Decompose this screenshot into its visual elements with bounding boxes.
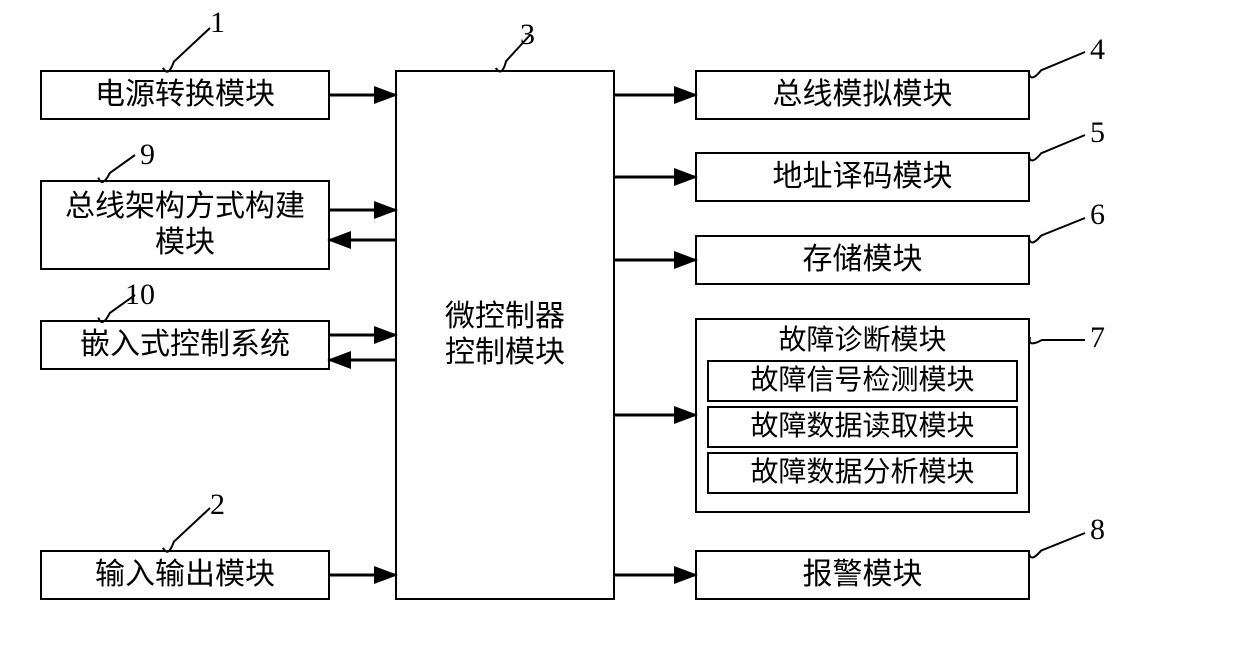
box-alarm: 报警模块 <box>695 550 1030 600</box>
box-bus-simulation-label: 总线模拟模块 <box>773 77 953 113</box>
label-10: 10 <box>125 278 155 312</box>
box-address-decode-label: 地址译码模块 <box>773 159 953 195</box>
label-9: 9 <box>140 138 155 172</box>
box-fault-diagnosis-title: 故障诊断模块 <box>778 324 946 358</box>
box-storage-label: 存储模块 <box>803 242 923 278</box>
label-4: 4 <box>1090 33 1105 67</box>
box-embedded-control-label: 嵌入式控制系统 <box>80 327 290 363</box>
box-fault-diagnosis: 故障诊断模块 故障信号检测模块 故障数据读取模块 故障数据分析模块 <box>695 318 1030 513</box>
box-power-conversion: 电源转换模块 <box>40 70 330 120</box>
label-3: 3 <box>520 18 535 52</box>
box-fault-data-read: 故障数据读取模块 <box>707 406 1018 448</box>
label-5: 5 <box>1090 116 1105 150</box>
box-microcontroller-label: 微控制器控制模块 <box>445 299 565 371</box>
box-bus-architecture-label: 总线架构方式构建模块 <box>65 189 305 261</box>
box-fault-signal-detect: 故障信号检测模块 <box>707 360 1018 402</box>
box-microcontroller: 微控制器控制模块 <box>395 70 615 600</box>
label-2: 2 <box>210 488 225 522</box>
box-storage: 存储模块 <box>695 235 1030 285</box>
box-embedded-control: 嵌入式控制系统 <box>40 320 330 370</box>
label-8: 8 <box>1090 513 1105 547</box>
box-bus-simulation: 总线模拟模块 <box>695 70 1030 120</box>
box-fault-data-analyze: 故障数据分析模块 <box>707 452 1018 494</box>
label-1: 1 <box>210 6 225 40</box>
label-6: 6 <box>1090 198 1105 232</box>
box-input-output-label: 输入输出模块 <box>95 557 275 593</box>
box-power-conversion-label: 电源转换模块 <box>95 77 275 113</box>
box-alarm-label: 报警模块 <box>803 557 923 593</box>
label-7: 7 <box>1090 321 1105 355</box>
box-address-decode: 地址译码模块 <box>695 152 1030 202</box>
box-input-output: 输入输出模块 <box>40 550 330 600</box>
block-diagram: 微控制器控制模块 3 电源转换模块 1 总线架构方式构建模块 9 嵌入式控制系统… <box>0 0 1240 655</box>
box-bus-architecture: 总线架构方式构建模块 <box>40 180 330 270</box>
